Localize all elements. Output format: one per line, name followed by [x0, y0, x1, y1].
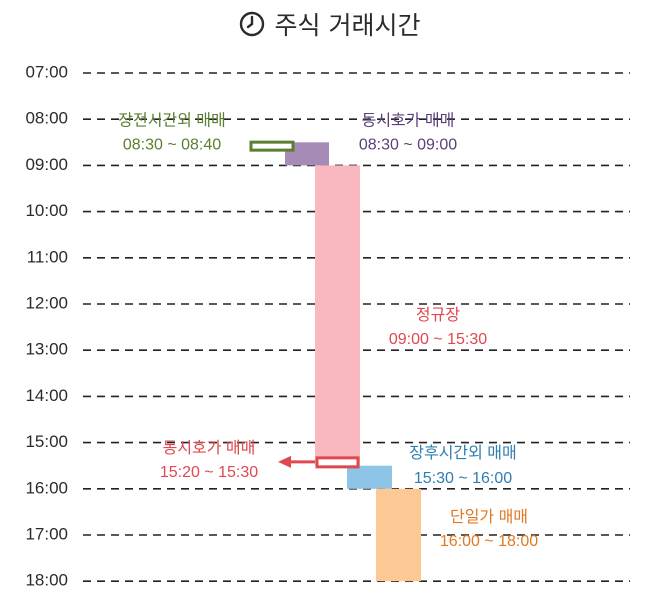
arrow-head [278, 455, 291, 468]
tick-label: 15:00 [25, 432, 68, 451]
session-time-regular-session: 09:00 ~ 15:30 [389, 331, 487, 348]
session-time-single-price-trading: 16:00 ~ 18:00 [440, 533, 538, 550]
tick-label: 08:00 [25, 109, 68, 128]
session-time-pre-market-off-hours: 08:30 ~ 08:40 [123, 137, 221, 154]
session-label-pre-market-off-hours: 장전시간외 매매 [118, 112, 226, 130]
tick-label: 12:00 [25, 293, 68, 312]
session-time-opening-call-auction: 08:30 ~ 09:00 [359, 137, 457, 154]
session-label-opening-call-auction: 동시호가 매매 [362, 112, 455, 130]
session-marker-closing-call-auction [315, 456, 360, 469]
tick-label: 18:00 [25, 571, 68, 590]
session-label-closing-call-auction: 동시호가 매매 [163, 439, 256, 457]
session-label-single-price-trading: 단일가 매매 [450, 508, 528, 526]
tick-label: 16:00 [25, 478, 68, 497]
session-bar-single-price-trading [376, 488, 421, 582]
session-label-after-hours-closing: 장후시간외 매매 [409, 444, 517, 462]
session-marker-pre-market-off-hours [249, 140, 295, 152]
session-time-closing-call-auction: 15:20 ~ 15:30 [160, 464, 258, 481]
tick-label: 11:00 [27, 247, 68, 266]
session-bar-opening-call-auction [285, 142, 329, 166]
session-time-after-hours-closing: 15:30 ~ 16:00 [414, 470, 512, 487]
clock-icon [239, 11, 264, 37]
session-bar-regular-session [315, 165, 360, 466]
session-bar-after-hours-closing [347, 465, 392, 489]
tick-label: 09:00 [25, 155, 68, 174]
tick-label: 07:00 [25, 62, 68, 81]
tick-label: 14:00 [25, 386, 68, 405]
tick-label: 17:00 [25, 524, 68, 543]
session-label-regular-session: 정규장 [416, 306, 460, 324]
page-title: 주식 거래시간 [0, 6, 659, 42]
tick-label: 10:00 [25, 201, 68, 220]
tick-label: 13:00 [25, 340, 68, 359]
page-title-text: 주식 거래시간 [274, 11, 421, 40]
